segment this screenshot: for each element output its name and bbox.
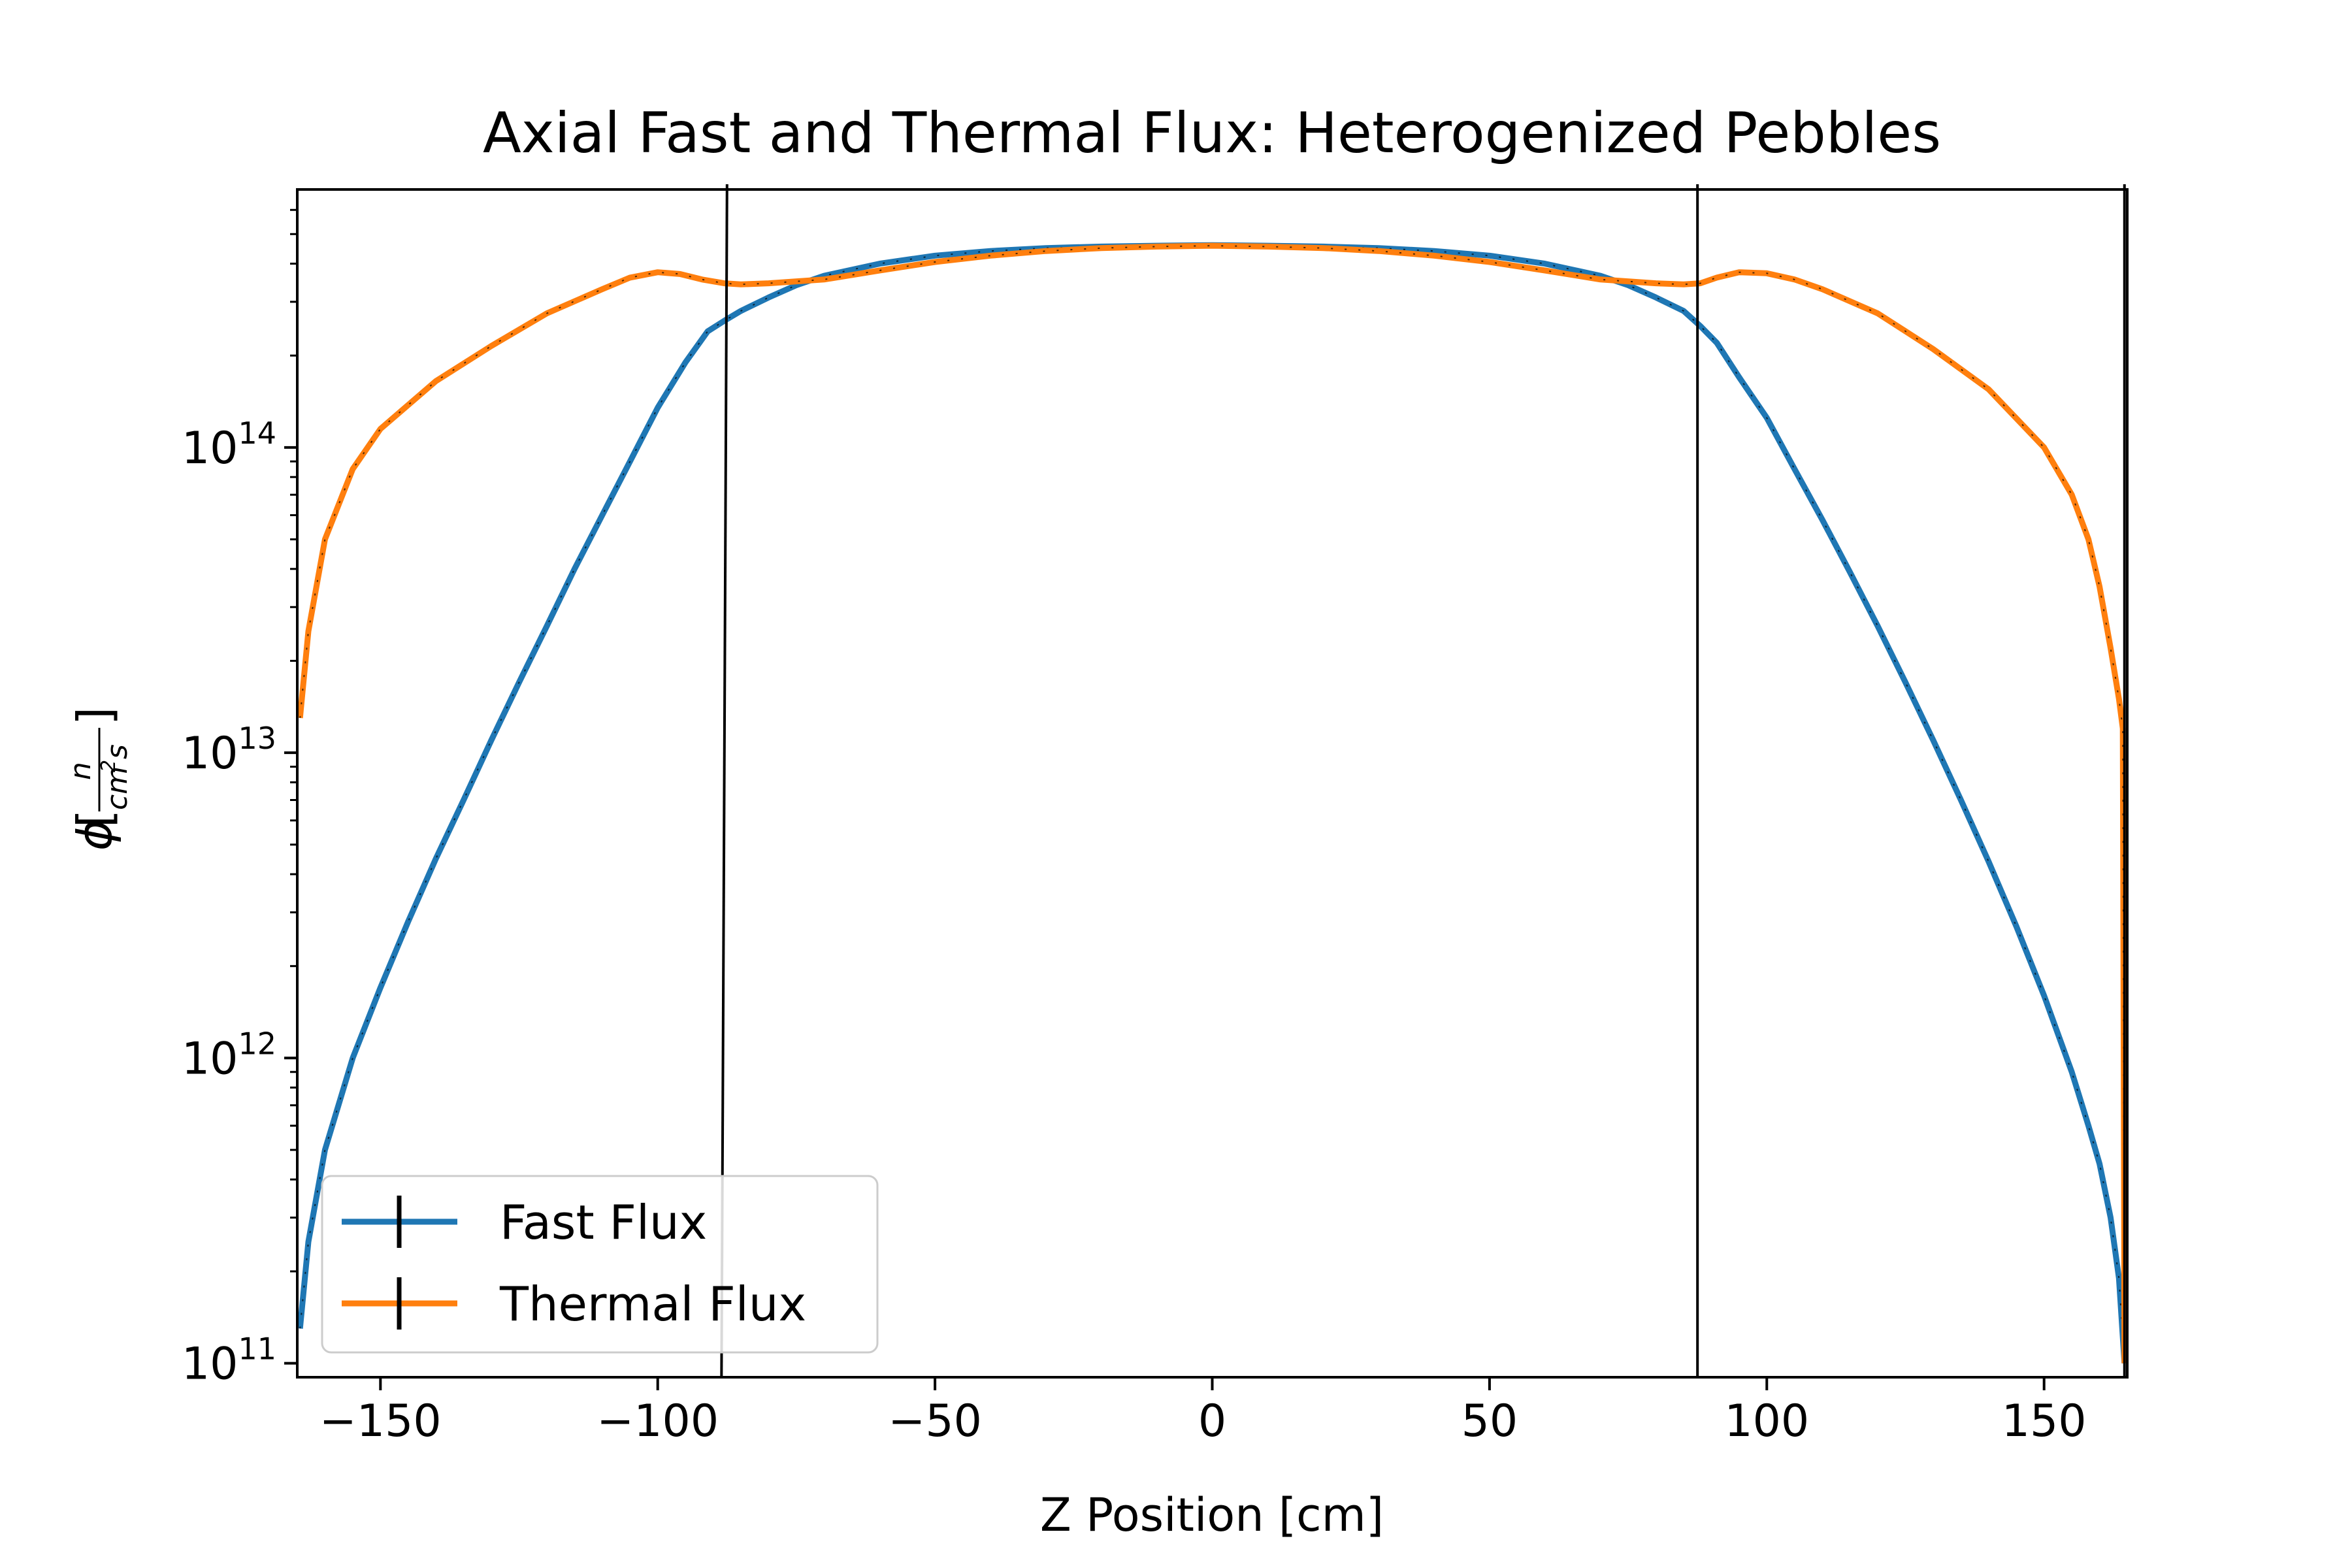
y-axis-numerator: n [64,762,97,780]
x-tick-label: −150 [319,1396,442,1447]
y-axis-bracket-open: [ [67,809,122,828]
series-layer [297,242,2127,1364]
y-tick-label: 1013 [182,721,276,779]
x-tick-label: 50 [1462,1396,1518,1447]
y-axis-symbol: ϕ [67,820,122,851]
y-axis: 1011 1012 1013 1014 [182,208,297,1390]
legend-box [321,1175,879,1354]
chart-title: Axial Fast and Thermal Flux: Heterogeniz… [483,101,1941,166]
x-tick-label: 0 [1198,1396,1226,1447]
x-axis: −150 −100 −50 0 50 100 150 [319,1377,2087,1447]
y-tick-label: 1014 [182,416,276,474]
y-tick-label: 1012 [182,1026,276,1085]
x-axis-label: Z Position [cm] [1040,1488,1384,1542]
y-axis-denominator-tail: s [101,744,134,759]
x-tick-label: 150 [2002,1396,2087,1447]
x-tick-label: −50 [888,1396,982,1447]
legend-label-fast-flux: Fast Flux [500,1195,707,1250]
legend: Fast Flux Thermal Flux [321,1175,879,1354]
y-tick-label: 1011 [182,1331,276,1390]
x-tick-label: 100 [1724,1396,1809,1447]
y-axis-label: ϕ [ n cm 2 s ] [64,707,134,851]
x-tick-label: −100 [596,1396,719,1447]
series-line-thermal-flux [297,242,2127,1364]
y-axis-denominator-exponent: 2 [97,760,120,772]
legend-label-thermal-flux: Thermal Flux [499,1277,806,1331]
y-axis-denominator: cm [101,766,134,810]
y-axis-bracket-close: ] [67,707,122,725]
